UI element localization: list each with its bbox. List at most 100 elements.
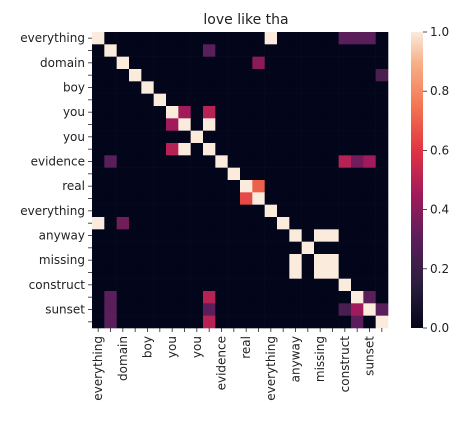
heatmap-cell xyxy=(104,266,117,279)
heatmap-cell xyxy=(289,56,302,70)
heatmap-cell xyxy=(289,143,302,156)
heatmap-cell xyxy=(92,278,105,292)
heatmap-cell xyxy=(252,155,265,168)
heatmap-cell xyxy=(153,143,167,156)
heatmap-cell xyxy=(166,204,179,218)
heatmap-cell xyxy=(338,217,352,230)
heatmap-cell xyxy=(104,106,117,119)
heatmap-cell xyxy=(277,315,290,329)
heatmap-cell xyxy=(301,155,315,168)
heatmap-cell xyxy=(326,44,339,57)
heatmap-cell xyxy=(338,266,352,279)
heatmap-cell xyxy=(351,278,364,292)
heatmap-cell xyxy=(314,106,327,119)
heatmap-cell xyxy=(264,217,278,230)
heatmap-cell xyxy=(215,180,228,193)
heatmap-cell xyxy=(301,254,315,267)
heatmap-cell xyxy=(240,69,253,82)
heatmap-cell xyxy=(166,130,179,144)
heatmap-cell xyxy=(363,192,376,205)
heatmap-cell xyxy=(166,69,179,82)
heatmap-cell xyxy=(104,118,117,131)
y-tick-label: evidence xyxy=(31,155,85,169)
heatmap-cell xyxy=(129,81,142,94)
heatmap-cell xyxy=(153,93,167,107)
heatmap-cell xyxy=(252,217,265,230)
heatmap-cell xyxy=(129,44,142,57)
heatmap-cell xyxy=(153,266,167,279)
heatmap-cell xyxy=(92,241,105,255)
heatmap-cell xyxy=(314,204,327,218)
heatmap-cell xyxy=(338,254,352,267)
chart-title: love like tha xyxy=(203,12,288,28)
heatmap-cell xyxy=(129,254,142,267)
heatmap-cell xyxy=(215,44,228,57)
heatmap-cell xyxy=(277,143,290,156)
heatmap-cell xyxy=(301,303,315,316)
heatmap-cell xyxy=(203,106,216,119)
heatmap-cell xyxy=(289,69,302,82)
heatmap-cell xyxy=(153,192,167,205)
heatmap-cell xyxy=(326,130,339,144)
x-tick-label: construct xyxy=(338,336,352,393)
heatmap-cell xyxy=(375,81,389,94)
heatmap-cell xyxy=(116,143,130,156)
heatmap-cell xyxy=(203,44,216,57)
heatmap-cell xyxy=(326,155,339,168)
heatmap-cell xyxy=(203,56,216,70)
heatmap-cell xyxy=(264,155,278,168)
heatmap-cell xyxy=(166,303,179,316)
heatmap-cell xyxy=(215,303,228,316)
heatmap-cell xyxy=(240,291,253,304)
y-tick-label: you xyxy=(63,105,85,119)
heatmap-cell xyxy=(227,315,241,329)
heatmap-cell xyxy=(351,241,364,255)
heatmap-cell xyxy=(301,291,315,304)
heatmap-cell xyxy=(240,93,253,107)
heatmap-cell xyxy=(203,118,216,131)
heatmap-cell xyxy=(190,130,204,144)
heatmap-cell xyxy=(129,155,142,168)
heatmap-cell xyxy=(178,229,191,242)
heatmap-cell xyxy=(203,155,216,168)
heatmap-cell xyxy=(153,217,167,230)
heatmap-cell xyxy=(375,241,389,255)
heatmap-cell xyxy=(240,254,253,267)
heatmap-cell xyxy=(289,315,302,329)
heatmap-cell xyxy=(252,229,265,242)
heatmap-cell xyxy=(277,180,290,193)
heatmap-cell xyxy=(289,291,302,304)
heatmap-cell xyxy=(129,204,142,218)
heatmap-cell xyxy=(277,69,290,82)
heatmap-cell xyxy=(203,229,216,242)
heatmap-cell xyxy=(178,44,191,57)
heatmap-cell xyxy=(178,118,191,131)
heatmap-cell xyxy=(129,266,142,279)
heatmap-cell xyxy=(326,278,339,292)
heatmap-cell xyxy=(141,229,154,242)
heatmap-cell xyxy=(92,192,105,205)
heatmap-cell xyxy=(338,56,352,70)
heatmap-cell xyxy=(104,93,117,107)
heatmap-cell xyxy=(227,143,241,156)
heatmap-cell xyxy=(203,180,216,193)
heatmap-cell xyxy=(375,143,389,156)
heatmap-cell xyxy=(240,204,253,218)
heatmap-cell xyxy=(141,254,154,267)
heatmap-cell xyxy=(375,155,389,168)
heatmap-cell xyxy=(301,93,315,107)
heatmap-cell xyxy=(240,118,253,131)
heatmap-cell xyxy=(92,266,105,279)
heatmap-cell xyxy=(240,229,253,242)
heatmap-cell xyxy=(129,278,142,292)
heatmap-cell xyxy=(104,204,117,218)
heatmap-cell xyxy=(264,204,278,218)
heatmap-cell xyxy=(363,81,376,94)
heatmap-cell xyxy=(252,204,265,218)
heatmap-cell xyxy=(227,303,241,316)
heatmap-cell xyxy=(190,229,204,242)
heatmap-cell xyxy=(277,118,290,131)
heatmap-cell xyxy=(116,118,130,131)
y-tick-label: domain xyxy=(40,56,85,70)
heatmap-cell xyxy=(314,303,327,316)
